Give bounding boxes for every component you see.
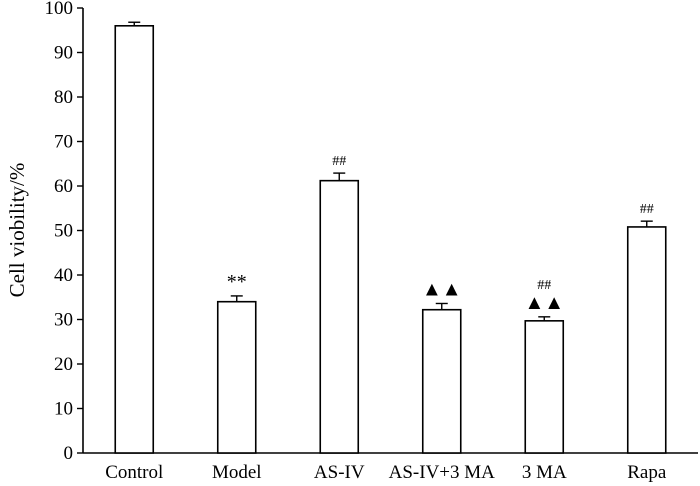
x-category-label: Rapa <box>627 462 667 483</box>
bars <box>114 21 667 454</box>
bar <box>216 300 257 454</box>
y-tick-label: 50 <box>54 221 73 242</box>
significance-annotation: ** <box>227 271 247 293</box>
y-tick-label: 10 <box>54 399 73 420</box>
y-tick-label: 70 <box>54 132 73 153</box>
bar <box>421 308 462 454</box>
bar <box>114 24 155 454</box>
y-tick-label: 60 <box>54 176 73 197</box>
bar <box>626 226 667 454</box>
significance-annotation: ▲▲ <box>524 292 564 314</box>
y-axis-label: Cell viobility/% <box>5 163 29 298</box>
y-tick-label: 80 <box>54 87 73 108</box>
significance-annotation: ▲▲ <box>422 278 462 300</box>
significance-annotation: ## <box>332 154 346 169</box>
x-category-label: 3 MA <box>522 462 567 483</box>
x-category-label: AS-IV <box>314 462 365 483</box>
x-category-label: Control <box>105 462 163 483</box>
y-tick-label: 100 <box>45 0 74 19</box>
bar <box>319 179 360 454</box>
y-tick-label: 40 <box>54 265 73 286</box>
y-tick-label: 20 <box>54 354 73 375</box>
significance-annotation: ## <box>640 202 654 217</box>
significance-annotation: ## <box>537 278 551 293</box>
y-tick-label: 30 <box>54 310 73 331</box>
bar <box>524 320 565 454</box>
x-category-label: Model <box>212 462 262 483</box>
y-tick-label: 0 <box>64 443 74 464</box>
annotations: **##▲▲▲▲#### <box>227 154 654 314</box>
axes: 0 10 20 30 40 50 60 70 80 90 100 Control Model AS-IV A… <box>45 0 698 483</box>
x-category-label: AS-IV+3 MA <box>389 462 496 483</box>
y-tick-label: 90 <box>54 43 73 64</box>
